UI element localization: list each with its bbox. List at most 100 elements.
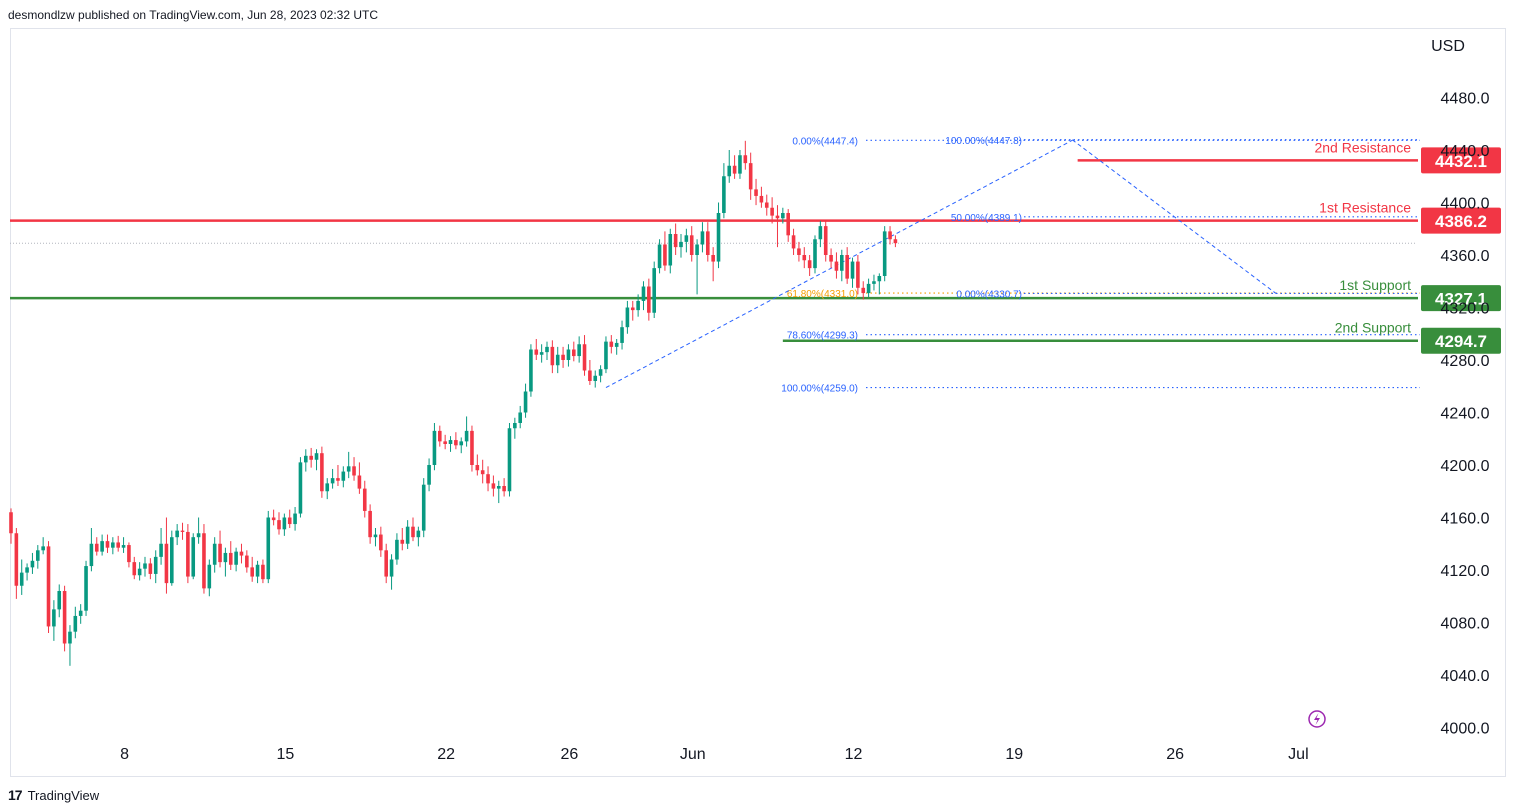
candle[interactable]: [609, 335, 614, 354]
candle[interactable]: [46, 541, 51, 633]
candle[interactable]: [277, 512, 281, 535]
candle[interactable]: [132, 556, 137, 580]
candle[interactable]: [357, 462, 362, 494]
candle[interactable]: [797, 241, 801, 262]
candle[interactable]: [775, 205, 780, 248]
candle[interactable]: [304, 449, 308, 472]
candle[interactable]: [786, 209, 790, 242]
candle[interactable]: [325, 478, 330, 500]
brand-name[interactable]: TradingView: [27, 787, 100, 803]
candle[interactable]: [255, 560, 260, 584]
candle[interactable]: [395, 533, 399, 565]
candle[interactable]: [614, 339, 619, 355]
lightning-icon[interactable]: [1308, 710, 1326, 728]
candle[interactable]: [513, 417, 517, 439]
candle[interactable]: [170, 530, 174, 586]
candle[interactable]: [411, 517, 415, 542]
candle[interactable]: [84, 560, 88, 616]
candle[interactable]: [738, 150, 742, 179]
candle[interactable]: [759, 186, 764, 208]
candle[interactable]: [470, 425, 474, 472]
candle[interactable]: [882, 226, 887, 282]
candle[interactable]: [716, 202, 721, 269]
candle[interactable]: [673, 223, 678, 256]
candle[interactable]: [143, 556, 147, 577]
candle[interactable]: [266, 510, 271, 584]
candle[interactable]: [657, 239, 662, 274]
candle[interactable]: [689, 226, 694, 262]
candle[interactable]: [116, 535, 120, 552]
candle[interactable]: [41, 537, 45, 555]
candle[interactable]: [518, 405, 522, 429]
candle[interactable]: [566, 344, 571, 367]
candle[interactable]: [127, 542, 131, 568]
candle[interactable]: [502, 478, 506, 497]
candle[interactable]: [352, 457, 356, 481]
candle[interactable]: [282, 513, 287, 536]
candle[interactable]: [379, 526, 383, 557]
candle[interactable]: [293, 507, 297, 531]
candle[interactable]: [164, 517, 169, 594]
candle[interactable]: [834, 252, 839, 279]
candle[interactable]: [421, 478, 426, 538]
candle[interactable]: [14, 528, 19, 599]
candle[interactable]: [636, 294, 640, 317]
candle[interactable]: [175, 524, 179, 546]
candle[interactable]: [19, 559, 24, 595]
candle[interactable]: [427, 458, 431, 492]
candle[interactable]: [625, 300, 630, 334]
candle[interactable]: [405, 520, 410, 549]
candle[interactable]: [684, 228, 689, 253]
candle[interactable]: [663, 231, 667, 271]
candle[interactable]: [30, 552, 35, 574]
candle[interactable]: [593, 370, 598, 388]
candle[interactable]: [153, 550, 158, 584]
candle[interactable]: [89, 528, 94, 572]
candle[interactable]: [389, 554, 394, 590]
candle[interactable]: [523, 383, 528, 418]
candle[interactable]: [856, 255, 860, 295]
candle[interactable]: [802, 247, 807, 269]
candle[interactable]: [191, 533, 196, 580]
candle[interactable]: [893, 235, 898, 248]
candle[interactable]: [196, 517, 201, 544]
candle[interactable]: [341, 466, 346, 488]
candle[interactable]: [73, 606, 78, 639]
candle[interactable]: [68, 625, 72, 666]
candle[interactable]: [647, 278, 651, 321]
candle[interactable]: [218, 530, 222, 568]
candle[interactable]: [330, 468, 335, 489]
candle[interactable]: [207, 559, 212, 597]
candle[interactable]: [309, 447, 313, 468]
candle[interactable]: [159, 528, 163, 565]
candle[interactable]: [588, 360, 592, 385]
candle[interactable]: [620, 320, 624, 350]
candle[interactable]: [555, 346, 560, 374]
candle[interactable]: [630, 300, 635, 321]
candle[interactable]: [872, 274, 876, 291]
candle[interactable]: [121, 537, 126, 553]
candle[interactable]: [228, 541, 233, 570]
candle[interactable]: [9, 508, 13, 544]
candle[interactable]: [652, 261, 656, 318]
candle[interactable]: [384, 543, 388, 584]
candle[interactable]: [823, 220, 828, 262]
candle[interactable]: [770, 197, 774, 224]
candle[interactable]: [464, 416, 469, 447]
candle[interactable]: [534, 339, 539, 360]
candle[interactable]: [845, 247, 849, 284]
candle[interactable]: [137, 562, 142, 581]
candle[interactable]: [700, 222, 705, 253]
candle[interactable]: [459, 437, 464, 454]
candle[interactable]: [582, 335, 587, 376]
candle[interactable]: [888, 226, 892, 245]
candle[interactable]: [743, 140, 748, 170]
candle[interactable]: [781, 207, 785, 224]
candle[interactable]: [818, 220, 823, 248]
candle[interactable]: [223, 547, 228, 577]
candle[interactable]: [362, 480, 367, 518]
candle[interactable]: [748, 152, 753, 200]
candle[interactable]: [320, 446, 324, 498]
candle[interactable]: [754, 178, 758, 206]
candle[interactable]: [572, 341, 576, 362]
